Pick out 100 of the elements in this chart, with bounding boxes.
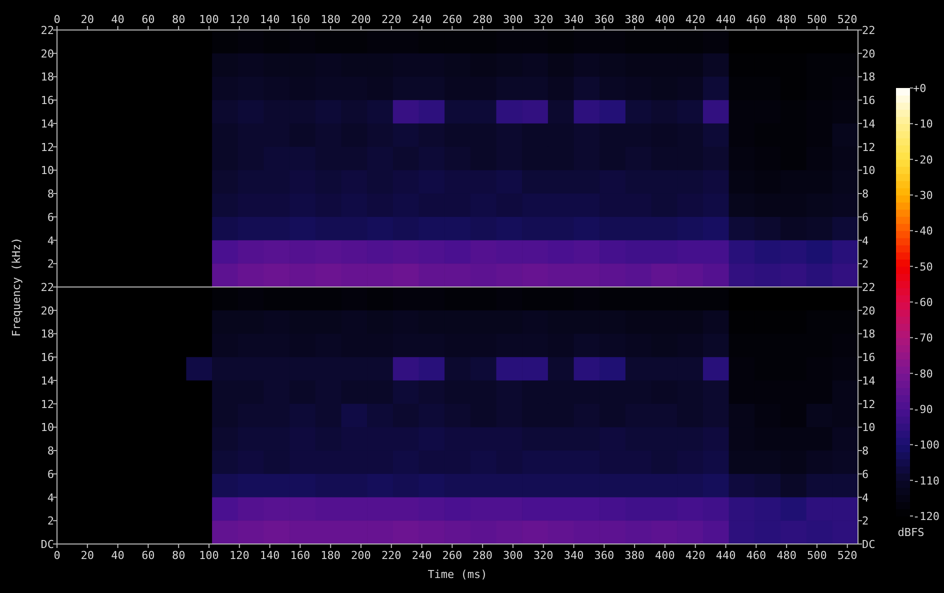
x-tick-label: 320 [533,13,554,26]
y2-tick-label: 12 [862,140,876,154]
y2-tick-label: 2 [862,514,869,528]
y2-tick-label: 8 [862,444,869,458]
x-tick-label: 100 [199,13,219,26]
x-tick-label: 460 [746,549,766,562]
x-tick-label: 180 [320,549,341,562]
y2-tick-label: 8 [862,188,869,201]
x-tick-label: 500 [807,549,827,562]
x-tick-label: 200 [351,549,371,562]
x-tick-label: 160 [290,549,310,562]
y2-tick-label: DC [862,538,876,551]
x-tick-label: 300 [503,549,523,562]
y-tick-label: 6 [47,210,54,224]
color-bar-label: +0 [913,82,926,95]
x-tick-label: 100 [199,549,219,562]
x-tick-label: 220 [381,549,402,562]
color-bar-label: -80 [913,367,933,380]
y-tick-label: 22 [40,24,54,37]
x-tick-label: 360 [594,13,614,26]
x-tick-label: 240 [412,13,432,26]
x-tick-label: 480 [776,13,796,26]
x-tick-label: 60 [142,13,155,26]
y-tick-label: 16 [40,94,54,108]
x-tick-label: 20 [80,549,94,562]
x-tick-label: 80 [172,13,186,26]
y2-tick-label: 2 [862,258,869,271]
y-tick-label: 4 [47,491,54,504]
y2-tick-label: 6 [862,468,869,481]
x-tick-label: 520 [837,549,858,562]
color-bar-label: -100 [913,438,940,452]
y2-tick-label: 10 [862,421,876,434]
y2-tick-label: 4 [862,234,869,248]
color-bar-label: -20 [913,153,933,166]
color-bar-title: dBFS [898,526,924,539]
x-tick-label: 300 [503,13,523,26]
y2-tick-label: 4 [862,491,869,504]
x-tick-label: 500 [807,13,827,26]
x-axis-title: Time (ms) [428,568,488,581]
x-tick-label: 380 [624,549,645,562]
x-tick-label: 400 [655,549,675,562]
y2-tick-label: 14 [862,374,876,388]
x-tick-label: 180 [320,13,341,26]
x-tick-label: 280 [472,549,493,562]
x-tick-label: 140 [260,549,280,562]
y2-tick-label: 22 [862,281,876,294]
y2-tick-label: 10 [862,164,876,178]
x-tick-label: 200 [351,13,371,26]
x-tick-label: 280 [472,13,493,26]
y-tick-label: 20 [40,47,54,60]
y-tick-label: DC [40,538,54,551]
x-tick-label: 380 [624,13,645,26]
x-tick-label: 440 [716,549,736,562]
color-bar-label: -90 [913,403,933,416]
x-tick-label: 260 [442,13,462,26]
x-tick-label: 220 [381,13,402,26]
color-bar-label: -10 [913,118,933,131]
y-tick-label: 16 [40,351,54,364]
x-tick-label: 320 [533,549,554,562]
y-tick-label: 4 [47,234,54,248]
y2-tick-label: 18 [862,328,876,341]
y2-tick-label: 6 [862,210,869,224]
y-tick-label: 10 [40,421,54,434]
x-tick-label: 440 [716,13,736,26]
y2-tick-label: 20 [862,304,876,318]
color-bar-label: -70 [913,332,933,345]
x-tick-label: 420 [685,549,706,562]
x-tick-label: 0 [54,13,60,26]
y-tick-label: 6 [47,468,54,481]
x-tick-label: 480 [776,549,796,562]
y2-tick-label: 18 [862,70,876,84]
y2-tick-label: 16 [862,351,876,364]
x-tick-label: 240 [412,549,432,562]
y-axis-title: Frequency (kHz) [10,237,23,337]
x-tick-label: 40 [111,13,124,26]
color-bar-label: -30 [913,189,933,202]
x-tick-label: 160 [290,13,310,26]
y-tick-label: 14 [40,117,54,130]
y-tick-label: 20 [40,304,54,318]
y-tick-label: 2 [47,258,54,271]
x-tick-label: 0 [54,549,60,562]
x-tick-label: 140 [260,13,280,26]
x-tick-label: 120 [229,13,250,26]
x-tick-label: 60 [142,549,155,562]
color-bar-label: -110 [913,474,940,488]
y-tick-label: 10 [40,164,54,178]
y2-tick-label: 12 [862,398,876,411]
y-tick-label: 18 [40,328,54,341]
x-tick-label: 420 [685,13,706,26]
x-tick-label: 340 [564,13,584,26]
y-tick-label: 12 [40,398,54,411]
color-bar-label: -40 [913,224,933,238]
x-tick-label: 260 [442,549,462,562]
x-tick-label: 40 [111,549,124,562]
color-bar-label: -60 [913,296,933,309]
x-tick-label: 360 [594,549,614,562]
x-tick-label: 20 [80,13,94,26]
y-tick-label: 8 [47,444,54,458]
x-tick-label: 80 [172,549,186,562]
x-tick-label: 460 [746,13,766,26]
